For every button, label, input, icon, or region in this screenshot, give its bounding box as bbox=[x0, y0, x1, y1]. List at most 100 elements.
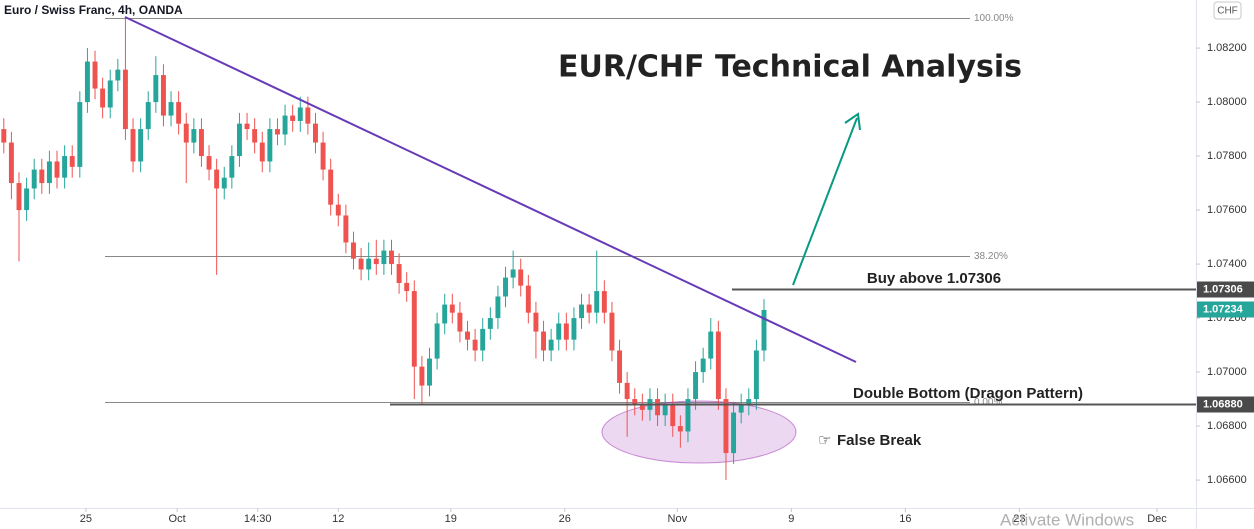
candle-body bbox=[343, 215, 349, 243]
hand-icon: ☞ bbox=[818, 432, 831, 449]
x-tick-label: 12 bbox=[332, 513, 344, 525]
candle-body bbox=[176, 102, 182, 124]
fib-layer: 100.00% 38.20% 0.00% bbox=[105, 13, 1014, 408]
price-tag bbox=[1197, 281, 1254, 298]
y-tick-label: 1.07800 bbox=[1207, 150, 1247, 162]
currency-label: CHF bbox=[1217, 6, 1238, 17]
candle-body bbox=[100, 88, 106, 108]
candle-body bbox=[594, 291, 600, 313]
candle-body bbox=[46, 161, 52, 184]
candle-body bbox=[609, 312, 615, 351]
y-tick-label: 1.07000 bbox=[1207, 366, 1247, 378]
x-tick-label: 19 bbox=[445, 513, 457, 525]
candle-body bbox=[39, 169, 45, 184]
candle-body bbox=[160, 75, 166, 116]
candle-body bbox=[145, 102, 151, 130]
candle-body bbox=[396, 264, 402, 283]
candle-body bbox=[563, 323, 569, 340]
candle-body bbox=[122, 69, 128, 130]
candle-body bbox=[586, 304, 592, 313]
price-tag-label: 1.06880 bbox=[1203, 398, 1243, 410]
candle-body bbox=[465, 331, 470, 340]
fib-label: 0.00% bbox=[974, 397, 1002, 408]
candle-body bbox=[700, 358, 706, 373]
candle-body bbox=[715, 331, 721, 400]
candle-body bbox=[305, 107, 311, 124]
price-tag-label: 1.07234 bbox=[1203, 303, 1244, 315]
x-tick-label: Oct bbox=[169, 513, 186, 525]
candle-body bbox=[548, 339, 554, 351]
y-tick-label: 1.08000 bbox=[1207, 96, 1247, 108]
candle-body bbox=[183, 123, 189, 143]
x-tick-label: Nov bbox=[668, 513, 688, 525]
candle-body bbox=[533, 312, 539, 332]
y-tick-label: 1.08200 bbox=[1207, 42, 1247, 54]
pattern-annotation: Double Bottom (Dragon Pattern) bbox=[853, 385, 1083, 402]
fib-label: 38.20% bbox=[974, 251, 1008, 262]
candle-body bbox=[411, 291, 417, 367]
y-tick-label: 1.07400 bbox=[1207, 258, 1247, 270]
candle-body bbox=[442, 304, 448, 324]
candle-body bbox=[518, 269, 524, 286]
candle-body bbox=[617, 350, 623, 383]
candle-body bbox=[320, 142, 326, 170]
breakout-arrow bbox=[792, 117, 858, 286]
candle-body bbox=[389, 250, 394, 265]
candle-body bbox=[244, 123, 250, 130]
candle-body bbox=[282, 115, 288, 135]
candle-body bbox=[487, 318, 493, 329]
candle-body bbox=[419, 366, 425, 386]
x-tick-label: Dec bbox=[1147, 513, 1167, 525]
candle-body bbox=[31, 169, 37, 189]
candle-body bbox=[579, 304, 585, 319]
candle-body bbox=[480, 328, 486, 351]
candle-body bbox=[670, 404, 676, 427]
false-break-zone bbox=[601, 400, 797, 464]
candle-body bbox=[24, 188, 30, 211]
candle-body bbox=[54, 161, 60, 178]
candle-body bbox=[404, 282, 410, 292]
candle-body bbox=[571, 318, 577, 340]
candle-body bbox=[366, 258, 372, 270]
x-tick-label: 26 bbox=[559, 513, 571, 525]
candle-body bbox=[427, 358, 432, 386]
candle-body bbox=[510, 269, 516, 278]
candle-body bbox=[556, 323, 562, 340]
candle-body bbox=[221, 177, 227, 189]
price-tag bbox=[1197, 396, 1254, 413]
candle-body bbox=[351, 242, 356, 259]
candle-body bbox=[525, 285, 531, 313]
candle-body bbox=[753, 350, 759, 400]
candle-body bbox=[495, 296, 501, 319]
candle-body bbox=[8, 142, 14, 184]
candle-body bbox=[723, 399, 729, 454]
candle-body bbox=[16, 183, 22, 211]
candle-body bbox=[84, 61, 90, 103]
candle-body bbox=[693, 372, 699, 400]
candle-body bbox=[472, 339, 478, 351]
y-tick-label: 1.06800 bbox=[1207, 420, 1247, 432]
candle-body bbox=[62, 156, 68, 178]
y-tick-label: 1.07600 bbox=[1207, 204, 1247, 216]
candle-body bbox=[1, 129, 7, 143]
y-tick-label: 1.06600 bbox=[1207, 474, 1247, 486]
candle-body bbox=[274, 129, 280, 135]
x-tick-label: 9 bbox=[788, 513, 794, 525]
chart-title: EUR/CHF Technical Analysis bbox=[558, 50, 1022, 85]
candle-body bbox=[662, 404, 668, 416]
x-tick-label: 16 bbox=[899, 513, 911, 525]
candles bbox=[1, 18, 767, 481]
candle-body bbox=[191, 129, 197, 143]
buy-annotation: Buy above 1.07306 bbox=[867, 270, 1001, 287]
candle-body bbox=[746, 399, 752, 405]
candle-body bbox=[738, 404, 744, 413]
candle-body bbox=[107, 80, 113, 108]
candle-body bbox=[297, 107, 303, 121]
candle-body bbox=[708, 331, 714, 359]
candle-body bbox=[138, 129, 144, 162]
trendline bbox=[124, 16, 857, 363]
axes: 1.066001.068001.070001.072001.074001.076… bbox=[80, 42, 1254, 525]
candle-body bbox=[290, 115, 296, 121]
